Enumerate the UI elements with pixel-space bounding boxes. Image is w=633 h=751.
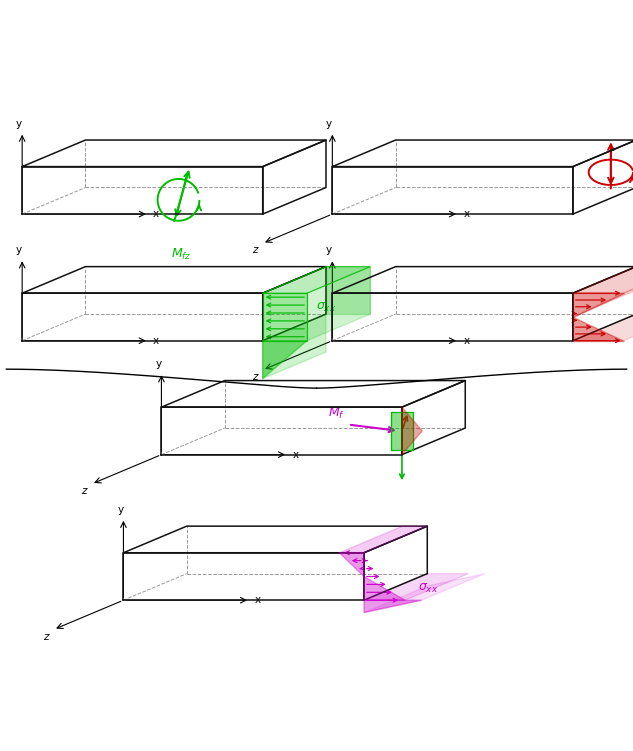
Text: x: x — [153, 209, 160, 219]
Polygon shape — [339, 526, 427, 553]
Polygon shape — [402, 407, 422, 454]
Polygon shape — [573, 317, 624, 341]
Text: x: x — [153, 336, 160, 345]
Polygon shape — [573, 293, 624, 317]
Text: x: x — [463, 209, 470, 219]
Polygon shape — [307, 267, 370, 341]
Text: z: z — [252, 246, 257, 255]
Polygon shape — [263, 267, 370, 293]
Text: y: y — [16, 119, 22, 128]
Polygon shape — [263, 341, 307, 379]
Polygon shape — [326, 267, 370, 314]
Polygon shape — [364, 574, 468, 600]
Text: z: z — [81, 486, 86, 496]
Polygon shape — [364, 574, 485, 613]
Text: $\sigma_{xx}$: $\sigma_{xx}$ — [418, 582, 438, 595]
Polygon shape — [573, 267, 633, 293]
Text: y: y — [155, 359, 161, 369]
Polygon shape — [339, 553, 364, 577]
Text: y: y — [117, 505, 123, 514]
Polygon shape — [573, 267, 633, 317]
Text: y: y — [16, 246, 22, 255]
Polygon shape — [364, 577, 405, 600]
Polygon shape — [391, 412, 413, 450]
Polygon shape — [364, 600, 422, 613]
Text: x: x — [463, 336, 470, 345]
Text: x: x — [292, 450, 299, 460]
Text: $\sigma_{xx}$: $\sigma_{xx}$ — [316, 301, 337, 314]
Text: x: x — [254, 596, 261, 605]
Polygon shape — [263, 314, 326, 379]
Text: y: y — [326, 246, 332, 255]
Text: $M_f$: $M_f$ — [328, 406, 345, 421]
Text: $M_{fz}$: $M_{fz}$ — [172, 247, 192, 262]
Text: y: y — [326, 119, 332, 128]
Polygon shape — [263, 293, 307, 341]
Polygon shape — [573, 314, 633, 341]
Text: z: z — [43, 632, 48, 641]
Text: z: z — [252, 372, 257, 382]
